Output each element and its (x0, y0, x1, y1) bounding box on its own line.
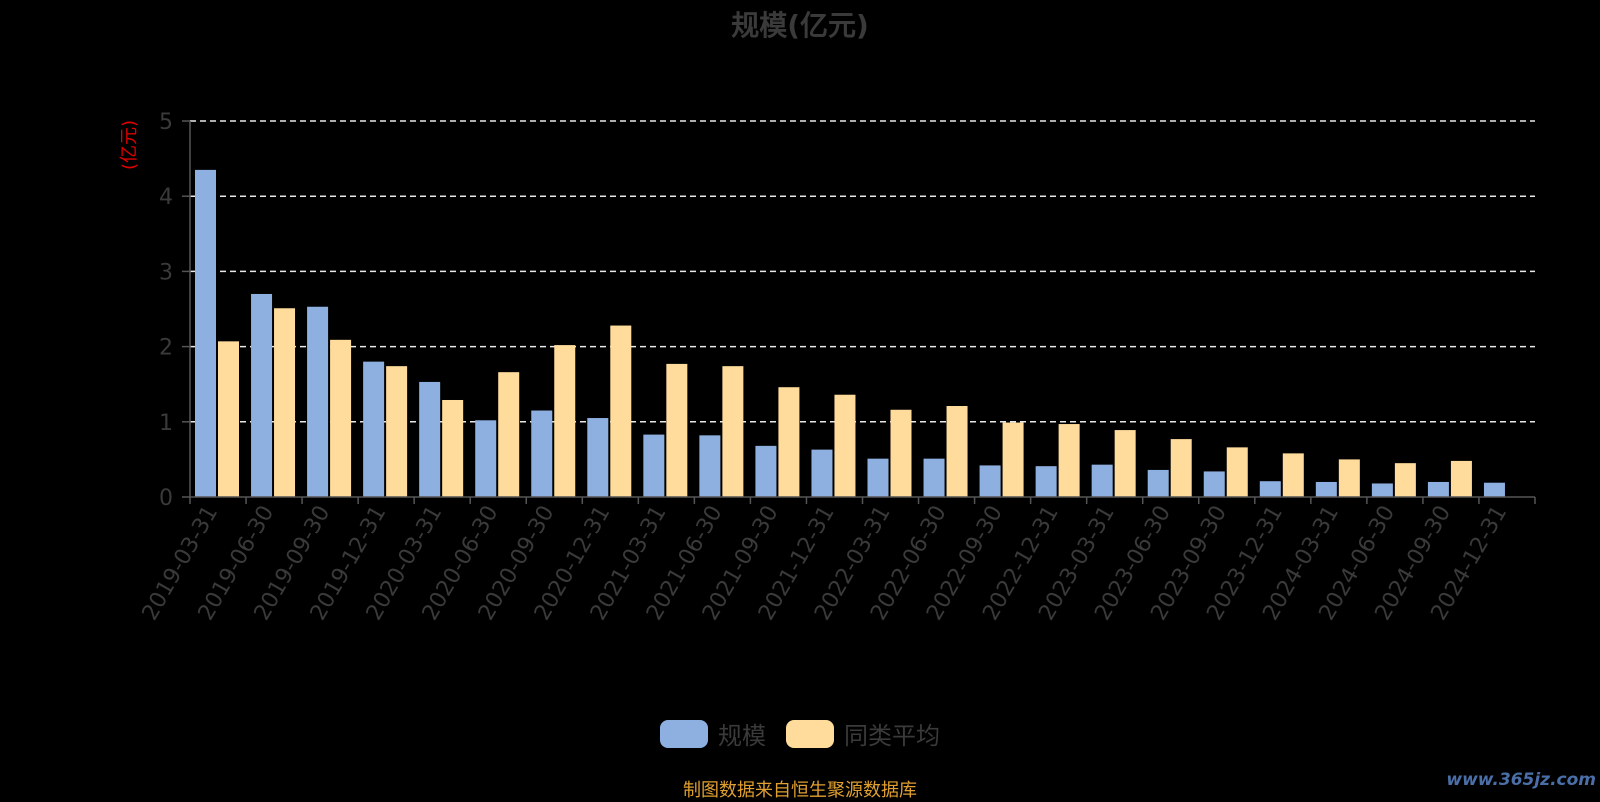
y-tick-label: 5 (159, 110, 173, 135)
y-tick-label: 4 (159, 185, 173, 210)
bar-series-1 (1091, 464, 1113, 497)
legend-swatch-series-2 (786, 719, 834, 748)
bar-series-1 (1483, 482, 1505, 497)
bar-series-2 (610, 325, 632, 497)
legend: 规模 同类平均 (0, 716, 1600, 751)
bar-series-2 (1002, 422, 1024, 497)
legend-label-series-2: 同类平均 (844, 722, 940, 750)
bar-series-1 (867, 458, 889, 497)
bar-series-1 (419, 381, 441, 497)
bar-series-1 (923, 458, 945, 497)
bar-series-1 (1259, 481, 1281, 497)
legend-swatch-series-1 (660, 719, 708, 748)
bar-series-2 (274, 308, 296, 497)
bar-series-1 (1315, 481, 1337, 497)
bar-series-2 (666, 363, 688, 497)
bar-series-1 (1035, 466, 1057, 497)
bar-series-2 (218, 341, 239, 497)
y-tick-label: 3 (159, 260, 173, 285)
legend-item-series-1[interactable]: 规模 (660, 716, 766, 751)
bar-series-2 (330, 339, 352, 497)
source-note: 制图数据来自恒生聚源数据库 (683, 780, 917, 801)
bar-series-1 (1427, 481, 1449, 497)
bar-series-2 (554, 345, 576, 497)
bar-series-2 (386, 366, 408, 497)
bar-series-1 (307, 306, 329, 497)
bar-series-1 (1147, 469, 1169, 497)
bar-series-1 (195, 169, 216, 497)
bar-series-1 (1371, 483, 1393, 497)
bar-series-2 (1282, 453, 1304, 497)
bar-series-1 (531, 410, 553, 497)
bar-series-2 (834, 394, 856, 497)
x-tick-labels: 2019-03-312019-06-302019-09-302019-12-31… (138, 501, 1513, 624)
bar-series-1 (251, 293, 273, 497)
grid-lines (190, 120, 1535, 423)
bars (195, 169, 1505, 497)
legend-label-series-1: 规模 (718, 722, 766, 750)
y-tick-label: 0 (159, 486, 173, 511)
axes (182, 120, 1536, 504)
bar-series-1 (811, 449, 833, 497)
bar-series-1 (1203, 471, 1225, 497)
y-tick-label: 2 (159, 336, 173, 361)
bar-series-2 (946, 406, 968, 497)
bar-series-1 (979, 465, 1001, 497)
chart-title: 规模(亿元) (731, 9, 869, 42)
bar-series-2 (1058, 424, 1080, 497)
y-tick-label: 1 (159, 411, 173, 436)
bar-series-1 (587, 418, 609, 497)
bar-series-2 (1338, 459, 1360, 497)
bar-series-1 (363, 361, 385, 497)
watermark[interactable]: www.365jz.com (1446, 770, 1596, 790)
bar-series-2 (1394, 463, 1416, 497)
bar-series-1 (755, 445, 777, 497)
bar-series-1 (643, 434, 665, 497)
bar-series-1 (475, 420, 497, 497)
bar-series-2 (1450, 460, 1472, 497)
bar-series-1 (699, 435, 721, 497)
legend-item-series-2[interactable]: 同类平均 (786, 716, 940, 751)
bar-series-2 (778, 387, 800, 497)
bar-series-2 (1114, 430, 1136, 497)
y-tick-labels: 0 1 2 3 4 5 (159, 110, 173, 511)
bar-series-2 (1170, 439, 1192, 497)
bar-series-2 (1226, 447, 1248, 497)
bar-series-2 (442, 399, 464, 497)
bar-series-2 (890, 409, 912, 497)
bar-series-2 (722, 366, 744, 497)
bar-series-2 (498, 372, 520, 497)
